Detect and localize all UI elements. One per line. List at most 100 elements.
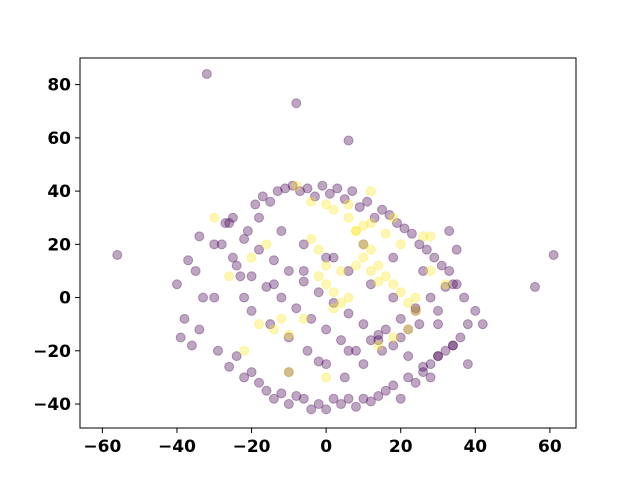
scatter-point-class_1 <box>358 239 369 250</box>
scatter-point-class_0 <box>365 335 376 346</box>
scatter-point-class_1 <box>350 226 361 237</box>
scatter-point-class_1 <box>306 196 317 207</box>
scatter-point-class_0 <box>343 345 354 356</box>
scatter-point-class_1 <box>306 234 317 245</box>
scatter-point-class_0 <box>257 191 268 202</box>
x-tick-label: 60 <box>538 437 562 457</box>
scatter-point-class_0 <box>201 68 212 79</box>
scatter-point-class_0 <box>369 212 380 223</box>
scatter-point-class_0 <box>399 223 410 234</box>
scatter-point-class_0 <box>425 372 436 383</box>
scatter-point-class_1 <box>380 271 391 282</box>
scatter-point-class_0 <box>171 279 182 290</box>
scatter-point-class_0 <box>235 271 246 282</box>
scatter-point-class_0 <box>265 196 276 207</box>
scatter-point-class_0 <box>276 388 287 399</box>
scatter-point-class_0 <box>321 359 332 370</box>
scatter-point-class_0 <box>380 385 391 396</box>
scatter-point-class_0 <box>388 340 399 351</box>
scatter-point-class_0 <box>328 297 339 308</box>
scatter-point-class_1 <box>336 297 347 308</box>
scatter-point-class_1 <box>328 287 339 298</box>
scatter-point-class_0 <box>373 329 384 340</box>
scatter-point-class_0 <box>336 399 347 410</box>
scatter-point-class_0 <box>328 393 339 404</box>
scatter-point-class_0 <box>313 356 324 367</box>
scatter-point-class_0 <box>246 305 257 316</box>
scatter-point-class_0 <box>418 265 429 276</box>
scatter-point-class_0 <box>291 391 302 402</box>
scatter-point-class_0 <box>388 292 399 303</box>
scatter-point-class_0 <box>272 186 283 197</box>
scatter-point-class_0 <box>339 372 350 383</box>
scatter-point-class_0 <box>183 255 194 266</box>
scatter-point-class_0 <box>358 359 369 370</box>
axes-frame <box>79 57 577 429</box>
scatter-point-class_0 <box>429 252 440 263</box>
y-tick-label: 0 <box>59 289 71 309</box>
scatter-point-class_1 <box>343 292 354 303</box>
scatter-point-class_1 <box>276 313 287 324</box>
scatter-point-class_0 <box>261 385 272 396</box>
scatter-point-class_0 <box>283 265 294 276</box>
scatter-point-class_0 <box>317 180 328 191</box>
scatter-point-class_0 <box>459 292 470 303</box>
scatter-point-class_0 <box>403 351 414 362</box>
scatter-point-class_0 <box>194 231 205 242</box>
scatter-point-class_0 <box>194 324 205 335</box>
x-tick-label: 0 <box>320 437 332 457</box>
scatter-point-class_0 <box>291 98 302 109</box>
y-tick-label: −40 <box>33 395 71 415</box>
scatter-point-class_1 <box>425 231 436 242</box>
scatter-point-class_1 <box>365 265 376 276</box>
scatter-point-class_0 <box>179 313 190 324</box>
scatter-point-class_0 <box>350 401 361 412</box>
scatter-point-class_0 <box>283 399 294 410</box>
y-tick-label: 20 <box>47 235 71 255</box>
scatter-point-class_0 <box>186 340 197 351</box>
scatter-point-class_0 <box>268 255 279 266</box>
scatter-point-class_0 <box>321 252 332 263</box>
scatter-point-class_0 <box>313 287 324 298</box>
scatter-point-class_0 <box>309 191 320 202</box>
scatter-point-class_0 <box>220 218 231 229</box>
x-tick-label: −40 <box>158 437 196 457</box>
scatter-point-class_0 <box>433 351 444 362</box>
scatter-point-class_0 <box>362 196 373 207</box>
scatter-point-class_0 <box>548 249 559 260</box>
scatter-point-class_1 <box>373 276 384 287</box>
scatter-point-class_0 <box>395 313 406 324</box>
scatter-point-class_0 <box>250 199 261 210</box>
scatter-point-class_0 <box>231 351 242 362</box>
scatter-point-class_1 <box>291 180 302 191</box>
x-axis-ticks: −60 −40 −20 0 20 40 60 <box>83 428 562 457</box>
scatter-point-class_0 <box>306 313 317 324</box>
scatter-point-class_0 <box>414 239 425 250</box>
scatter-point-class_1 <box>313 244 324 255</box>
scatter-point-class_1 <box>328 204 339 215</box>
scatter-point-class_0 <box>410 305 421 316</box>
scatter-point-class_0 <box>350 345 361 356</box>
scatter-point-class_1 <box>239 345 250 356</box>
scatter-point-class_1 <box>209 212 220 223</box>
scatter-point-class_1 <box>283 329 294 340</box>
scatter-point-class_0 <box>198 292 209 303</box>
scatter-point-class_0 <box>190 265 201 276</box>
scatter-point-class_0 <box>433 351 444 362</box>
scatter-point-class_0 <box>287 180 298 191</box>
scatter-point-class_0 <box>268 393 279 404</box>
y-tick-label: 80 <box>47 76 71 96</box>
scatter-point-class_0 <box>358 319 369 330</box>
scatter-point-class_1 <box>410 305 421 316</box>
scatter-point-class_1 <box>440 279 451 290</box>
scatter-point-class_0 <box>336 335 347 346</box>
scatter-point-class_0 <box>455 332 466 343</box>
scatter-point-class_0 <box>302 345 313 356</box>
scatter-point-class_0 <box>403 324 414 335</box>
scatter-point-class_0 <box>451 244 462 255</box>
scatter-point-class_0 <box>414 319 425 330</box>
scatter-point-class_0 <box>347 186 358 197</box>
scatter-point-class_0 <box>295 186 306 197</box>
points-layer <box>112 68 559 415</box>
